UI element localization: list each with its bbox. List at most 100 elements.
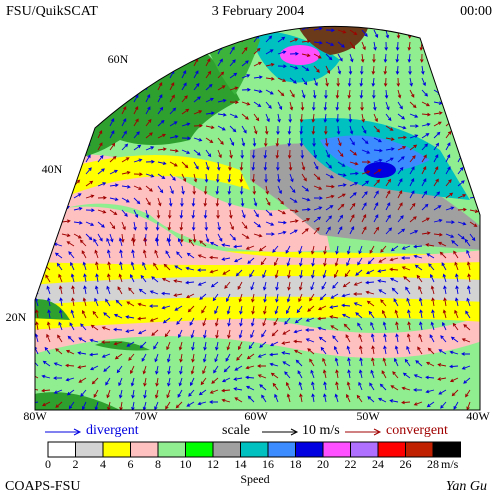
wind-arrow <box>49 190 56 199</box>
wind-arrow <box>347 369 351 379</box>
wind-arrow <box>262 317 267 327</box>
wind-arrow <box>216 161 221 171</box>
wind-arrow <box>467 285 471 295</box>
wind-arrow <box>97 168 105 175</box>
wind-arrow <box>145 209 150 219</box>
wind-arrow <box>97 209 107 214</box>
wind-arrow <box>217 85 226 91</box>
wind-arrow <box>269 362 279 367</box>
wind-arrow <box>269 341 279 347</box>
wind-arrow <box>121 83 129 91</box>
band <box>35 322 480 410</box>
wind-arrow <box>143 377 147 387</box>
wind-arrow <box>361 170 371 175</box>
wind-arrow <box>429 334 435 343</box>
wind-arrow <box>287 269 291 279</box>
wind-arrow <box>277 220 287 225</box>
wind-arrow <box>169 94 175 103</box>
wind-arrow <box>365 290 375 295</box>
wind-arrow <box>378 397 387 403</box>
wind-arrow <box>421 217 430 223</box>
wind-arrow <box>325 28 335 33</box>
wind-arrow <box>431 309 435 319</box>
wind-arrow <box>109 142 116 151</box>
wind-arrow <box>420 53 424 63</box>
wind-arrow <box>56 262 63 271</box>
wind-arrow <box>418 297 423 307</box>
wind-arrow <box>425 389 435 394</box>
wind-arrow <box>209 241 219 247</box>
wind-arrow <box>42 401 51 407</box>
wind-arrow <box>121 157 130 163</box>
wind-arrow <box>349 214 355 223</box>
colorbar-swatch <box>322 441 351 458</box>
wind-arrow <box>85 65 94 72</box>
wind-arrow <box>145 132 153 139</box>
wind-arrow <box>133 197 141 205</box>
wind-arrow <box>203 185 208 195</box>
wind-arrow <box>445 220 455 224</box>
wind-arrow <box>73 119 81 127</box>
wind-arrow <box>371 77 376 87</box>
colorbar-tick: 24 <box>372 457 384 471</box>
wind-arrow <box>157 59 164 67</box>
wind-arrow <box>457 221 467 226</box>
wind-arrow <box>409 124 419 128</box>
wind-arrow <box>469 130 475 139</box>
wind-arrow <box>325 184 335 189</box>
wind-arrow <box>469 167 477 175</box>
wind-arrow <box>449 377 459 383</box>
wind-arrow <box>293 349 303 355</box>
wind-arrow <box>161 277 171 283</box>
wind-arrow <box>245 375 255 380</box>
wind-arrow <box>106 285 111 295</box>
wind-arrow <box>129 365 135 375</box>
wind-arrow <box>325 173 334 179</box>
wind-arrow <box>253 125 258 135</box>
wind-arrow <box>425 243 435 247</box>
wind-arrow <box>409 216 417 223</box>
wind-arrow <box>418 285 423 295</box>
wind-arrow <box>342 281 351 288</box>
wind-arrow <box>325 137 329 147</box>
wind-arrow <box>133 51 143 56</box>
wind-arrow <box>53 389 63 394</box>
wind-arrow <box>261 394 267 403</box>
wind-arrow <box>397 215 404 223</box>
wind-arrow <box>149 290 159 295</box>
wind-arrow <box>272 245 279 253</box>
wind-arrow <box>395 333 399 343</box>
colorbar-swatch <box>377 441 406 458</box>
wind-arrow <box>295 359 303 367</box>
wind-arrow <box>155 377 159 387</box>
wind-arrow <box>165 250 171 259</box>
wind-arrow <box>239 305 243 315</box>
wind-arrow <box>84 29 89 39</box>
wind-arrow <box>253 197 258 207</box>
wind-arrow <box>389 257 399 262</box>
wind-arrow <box>85 233 93 241</box>
wind-arrow <box>97 154 104 163</box>
wind-arrow <box>323 257 327 267</box>
wind-arrow <box>109 41 117 49</box>
wind-arrow <box>341 313 351 319</box>
wind-arrow <box>192 233 197 243</box>
wind-arrow <box>377 269 387 273</box>
wind-arrow <box>349 192 357 199</box>
wind-arrow <box>133 94 139 103</box>
wind-arrow <box>335 101 340 111</box>
wind-arrow <box>349 182 359 187</box>
wind-arrow <box>349 29 358 36</box>
wind-arrow <box>81 401 87 410</box>
wind-arrow <box>46 333 51 343</box>
wind-arrow <box>469 107 477 115</box>
wind-arrow <box>37 216 46 223</box>
wind-arrow <box>257 353 267 358</box>
wind-arrow <box>97 221 105 228</box>
wind-arrow <box>181 185 185 195</box>
wind-arrow <box>109 95 116 103</box>
wind-arrow <box>361 149 371 154</box>
wind-arrow <box>77 365 87 369</box>
wind-arrow <box>217 221 221 231</box>
wind-arrow <box>133 106 139 115</box>
